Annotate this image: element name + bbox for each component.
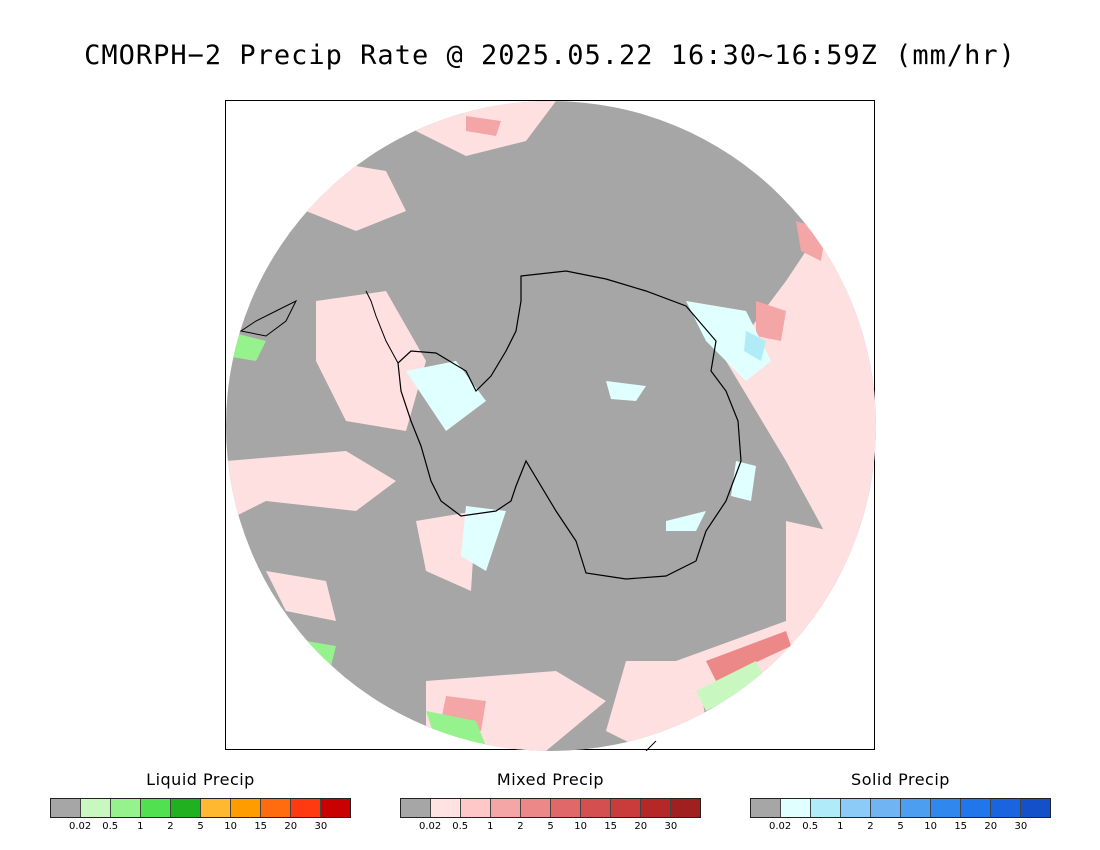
legend-swatch (551, 799, 581, 817)
legend-swatch (931, 799, 961, 817)
legend-tick-label: 1 (137, 821, 144, 832)
legend-swatch (141, 799, 171, 817)
legend-solid-bar (750, 798, 1051, 818)
legend-swatch (81, 799, 111, 817)
legend-swatch (641, 799, 671, 817)
legend-liquid-title: Liquid Precip (146, 770, 255, 789)
legend-swatch (401, 799, 431, 817)
polar-stereographic-map (225, 100, 876, 751)
legend-mixed-bar (400, 798, 701, 818)
legend-swatch (171, 799, 201, 817)
map-title: CMORPH−2 Precip Rate @ 2025.05.22 16:30~… (84, 40, 1016, 71)
legend-tick-label: 10 (224, 821, 237, 832)
legend-swatch (201, 799, 231, 817)
legend-swatch (581, 799, 611, 817)
legend-swatch (111, 799, 141, 817)
legend-swatch (521, 799, 551, 817)
legend-tick-label: 0.02 (418, 821, 442, 832)
legend-swatch (461, 799, 491, 817)
legend-mixed: Mixed Precip 0.02 0.5 1 2 5 10 15 20 30 (400, 770, 701, 835)
legend-mixed-title: Mixed Precip (496, 770, 605, 789)
legend-swatch (751, 799, 781, 817)
legend-swatch (1021, 799, 1050, 817)
legend-solid-title: Solid Precip (851, 770, 950, 789)
legend-tick-label: 0.5 (802, 821, 819, 832)
legend-swatch (901, 799, 931, 817)
legend-tick-label: 0.5 (102, 821, 119, 832)
legend-liquid-bar (50, 798, 351, 818)
legend-tick-label: 15 (604, 821, 618, 832)
legend-tick-label: 20 (634, 821, 648, 832)
legend-tick-label: 5 (547, 821, 554, 832)
legend-solid-ticks: 0.02 0.5 1 2 5 10 15 20 30 (750, 821, 1051, 835)
australia-edge (645, 740, 657, 751)
legend-swatch (231, 799, 261, 817)
legend-swatch (671, 799, 700, 817)
legend-swatch (841, 799, 871, 817)
legend-liquid: Liquid Precip 0.02 0.5 1 2 5 10 15 20 30 (50, 770, 351, 835)
legend-liquid-ticks: 0.02 0.5 1 2 5 10 15 20 30 (50, 821, 351, 835)
legend-swatch (961, 799, 991, 817)
legend-tick-label: 20 (284, 821, 298, 832)
south-america-tip (239, 299, 298, 337)
legend-swatch (291, 799, 321, 817)
legend-swatch (871, 799, 901, 817)
legend-tick-label: 2 (517, 821, 524, 832)
antarctic-peninsula (365, 290, 399, 364)
legend-tick-label: 10 (924, 821, 937, 832)
legend-swatch (261, 799, 291, 817)
legend-tick-label: 30 (1014, 821, 1028, 832)
legend-tick-label: 30 (664, 821, 678, 832)
legend-swatch (321, 799, 350, 817)
legend-tick-label: 30 (314, 821, 328, 832)
map-canvas (226, 101, 876, 751)
precip-field (226, 101, 876, 751)
legend-tick-label: 0.02 (768, 821, 792, 832)
antarctica-coastline (397, 270, 742, 580)
legend-swatch (51, 799, 81, 817)
legend-swatch (491, 799, 521, 817)
legend-solid: Solid Precip 0.02 0.5 1 2 5 10 15 20 30 (750, 770, 1051, 835)
legend-swatch (431, 799, 461, 817)
legend-tick-label: 0.02 (68, 821, 92, 832)
legend-tick-label: 15 (954, 821, 968, 832)
legend-tick-label: 1 (837, 821, 844, 832)
legend-tick-label: 0.5 (452, 821, 469, 832)
legend-tick-label: 5 (897, 821, 904, 832)
legend-swatch (991, 799, 1021, 817)
legend-tick-label: 2 (167, 821, 174, 832)
legend-swatch (781, 799, 811, 817)
legend-tick-label: 20 (984, 821, 998, 832)
legend-tick-label: 10 (574, 821, 587, 832)
legend-swatch (611, 799, 641, 817)
legend-tick-label: 2 (867, 821, 874, 832)
legend-mixed-ticks: 0.02 0.5 1 2 5 10 15 20 30 (400, 821, 701, 835)
legend-tick-label: 15 (254, 821, 268, 832)
legend-swatch (811, 799, 841, 817)
legend-tick-label: 5 (197, 821, 204, 832)
legend-tick-label: 1 (487, 821, 494, 832)
